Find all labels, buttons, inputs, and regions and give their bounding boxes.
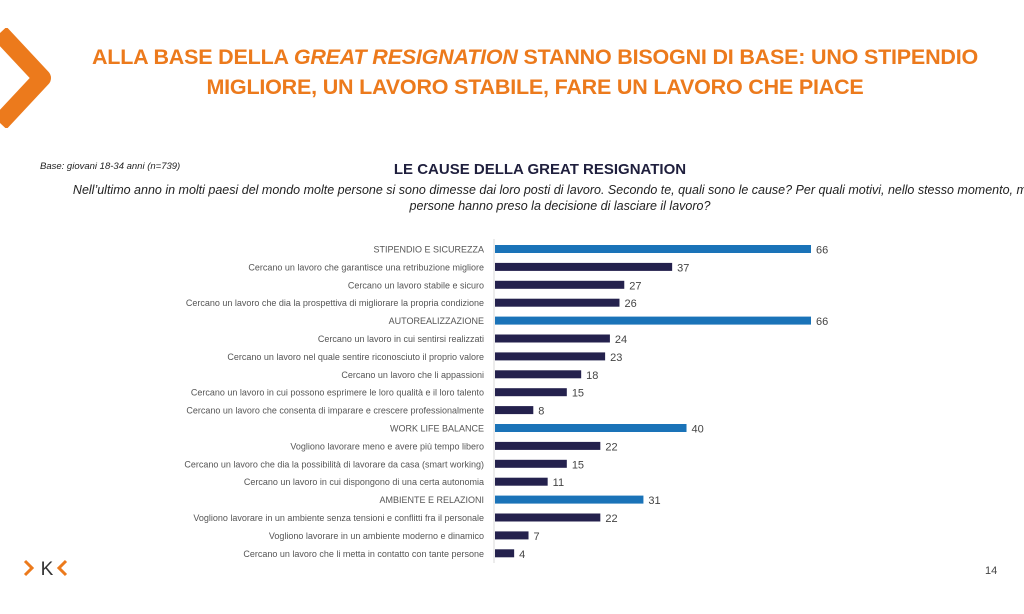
bar-chart: STIPENDIO E SICUREZZA 66 Cercano un lavoro… [184, 239, 828, 563]
item-bar [495, 298, 620, 307]
company-logo: K [23, 559, 68, 579]
chevron-decoration-icon [0, 28, 51, 128]
page-number: 14 [985, 565, 998, 577]
title-part1: ALLA BASE DELLA [91, 45, 294, 69]
chart-subtitle: Nell’ultimo anno in molti paesi del mond… [72, 183, 1024, 213]
category-label: AUTOREALIZZAZIONE [389, 316, 484, 326]
category-label: STIPENDIO E SICUREZZA [373, 245, 484, 255]
item-bar [495, 459, 567, 468]
item-bar [495, 513, 601, 522]
category-label: Vogliono lavorare in un ambiente moderno… [269, 531, 484, 541]
value-label: 15 [572, 388, 584, 400]
category-label: Cercano un lavoro stabile e sicuro [348, 280, 484, 290]
value-label: 40 [692, 424, 704, 436]
value-label: 15 [572, 459, 584, 471]
value-label: 7 [534, 531, 540, 543]
category-label: Cercano un lavoro in cui possono esprime… [191, 388, 484, 398]
value-label: 31 [648, 495, 660, 507]
value-label: 26 [624, 298, 636, 310]
chart-title: LE CAUSE DELLA GREAT RESIGNATION [393, 161, 687, 178]
item-bar [495, 262, 673, 271]
item-bar [495, 406, 534, 415]
group-bar [495, 495, 644, 504]
category-label: Cercano un lavoro in cui sentirsi realiz… [318, 334, 484, 344]
category-label: Vogliono lavorare in un ambiente senza t… [193, 513, 484, 523]
base-note: Base: giovani 18-34 anni (n=739) [40, 161, 181, 172]
category-label: Cercano un lavoro che garantisce una ret… [248, 262, 484, 272]
category-label: AMBIENTE E RELAZIONI [379, 495, 484, 505]
value-label: 37 [677, 262, 689, 274]
category-label: Cercano un lavoro che li appassioni [341, 370, 484, 380]
item-bar [495, 531, 529, 540]
item-bar [495, 370, 582, 379]
title-part2: STANNO BISOGNI DI BASE: UNO STIPENDIO MI… [206, 45, 979, 99]
value-label: 23 [610, 352, 622, 364]
title-italic: GREAT RESIGNATION [293, 45, 518, 69]
item-bar [495, 334, 610, 343]
category-label: Vogliono lavorare meno e avere più tempo… [290, 441, 484, 451]
item-bar [495, 280, 625, 289]
group-bar [495, 424, 687, 432]
value-label: 66 [816, 316, 828, 328]
category-label: Cercano un lavoro che consenta di impara… [186, 406, 484, 416]
value-label: 22 [605, 441, 617, 453]
group-bar [495, 316, 811, 325]
value-label: 18 [586, 370, 598, 382]
value-label: 11 [553, 477, 564, 489]
category-label: WORK LIFE BALANCE [390, 424, 484, 434]
category-label: Cercano un lavoro nel quale sentire rico… [227, 352, 484, 362]
item-bar [495, 352, 606, 361]
item-bar [495, 441, 601, 450]
value-label: 8 [538, 406, 544, 418]
value-label: 24 [615, 334, 627, 346]
value-label: 4 [519, 549, 525, 561]
item-bar [495, 549, 515, 558]
value-label: 22 [605, 513, 617, 525]
item-bar [495, 388, 567, 397]
group-bar [495, 245, 811, 253]
category-label: Cercano un lavoro che dia la possibilità… [184, 459, 484, 469]
category-label: Cercano un lavoro che dia la prospettiva… [186, 298, 484, 308]
value-label: 66 [816, 245, 828, 257]
item-bar [495, 477, 548, 486]
category-label: Cercano un lavoro che li metta in contat… [243, 549, 484, 559]
value-label: 27 [629, 280, 641, 292]
category-label: Cercano un lavoro in cui dispongono di u… [244, 477, 484, 487]
svg-text:K: K [41, 559, 54, 579]
slide-title: ALLA BASE DELLA GREAT RESIGNATION STANNO… [60, 42, 1010, 102]
